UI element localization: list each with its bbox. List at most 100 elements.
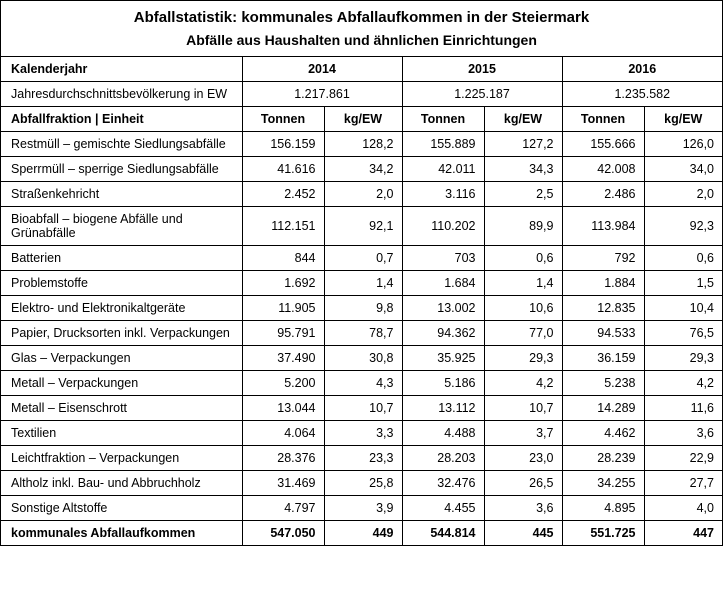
total-row: kommunales Abfallaufkommen 547.050 449 5… [1, 521, 722, 546]
table-row: Papier, Drucksorten inkl. Verpackungen 9… [1, 321, 722, 346]
total-cell: 447 [644, 521, 722, 546]
cell: 3,7 [484, 421, 562, 446]
cell: 3,3 [324, 421, 402, 446]
cell: 41.616 [242, 157, 324, 182]
cell: 5.238 [562, 371, 644, 396]
population-2014: 1.217.861 [242, 82, 402, 107]
cell: 1,4 [324, 271, 402, 296]
cell: 12.835 [562, 296, 644, 321]
cell: 34,0 [644, 157, 722, 182]
col-tonnen-2016: Tonnen [562, 107, 644, 132]
cell: 13.112 [402, 396, 484, 421]
cell: 42.011 [402, 157, 484, 182]
cell: 2.452 [242, 182, 324, 207]
cell: 703 [402, 246, 484, 271]
cell: 36.159 [562, 346, 644, 371]
total-label: kommunales Abfallaufkommen [1, 521, 242, 546]
cell: 2.486 [562, 182, 644, 207]
cell: 78,7 [324, 321, 402, 346]
cell: 34,3 [484, 157, 562, 182]
year-2015: 2015 [402, 57, 562, 82]
cell: 113.984 [562, 207, 644, 246]
cell: 23,0 [484, 446, 562, 471]
cell: 127,2 [484, 132, 562, 157]
cell: 4.455 [402, 496, 484, 521]
cell: 94.362 [402, 321, 484, 346]
col-kgew-2014: kg/EW [324, 107, 402, 132]
cell: 27,7 [644, 471, 722, 496]
cell: 1.684 [402, 271, 484, 296]
cell: 22,9 [644, 446, 722, 471]
cell: 4.797 [242, 496, 324, 521]
cell: 28.239 [562, 446, 644, 471]
table-row: Batterien 844 0,7 703 0,6 792 0,6 [1, 246, 722, 271]
row-label: Altholz inkl. Bau- und Abbruchholz [1, 471, 242, 496]
col-tonnen-2014: Tonnen [242, 107, 324, 132]
cell: 0,6 [644, 246, 722, 271]
cell: 155.889 [402, 132, 484, 157]
cell: 155.666 [562, 132, 644, 157]
cell: 2,5 [484, 182, 562, 207]
cell: 4.488 [402, 421, 484, 446]
row-label: Straßenkehricht [1, 182, 242, 207]
cell: 112.151 [242, 207, 324, 246]
cell: 35.925 [402, 346, 484, 371]
cell: 0,6 [484, 246, 562, 271]
table-row: Bioabfall – biogene Abfälle und Grünabfä… [1, 207, 722, 246]
total-cell: 445 [484, 521, 562, 546]
waste-statistics-table: Kalenderjahr 2014 2015 2016 Jahresdurchs… [1, 57, 722, 545]
cell: 3,6 [484, 496, 562, 521]
cell: 4,3 [324, 371, 402, 396]
cell: 1.884 [562, 271, 644, 296]
table-row: Metall – Eisenschrott 13.044 10,7 13.112… [1, 396, 722, 421]
cell: 10,7 [324, 396, 402, 421]
total-cell: 551.725 [562, 521, 644, 546]
table-row: Textilien 4.064 3,3 4.488 3,7 4.462 3,6 [1, 421, 722, 446]
cell: 1,5 [644, 271, 722, 296]
cell: 9,8 [324, 296, 402, 321]
cell: 2,0 [324, 182, 402, 207]
cell: 3.116 [402, 182, 484, 207]
table-row: Metall – Verpackungen 5.200 4,3 5.186 4,… [1, 371, 722, 396]
cell: 10,6 [484, 296, 562, 321]
row-label: Papier, Drucksorten inkl. Verpackungen [1, 321, 242, 346]
total-cell: 544.814 [402, 521, 484, 546]
page-title: Abfallstatistik: kommunales Abfallaufkom… [1, 1, 722, 30]
cell: 30,8 [324, 346, 402, 371]
cell: 92,3 [644, 207, 722, 246]
cell: 10,4 [644, 296, 722, 321]
row-label: Metall – Eisenschrott [1, 396, 242, 421]
cell: 32.476 [402, 471, 484, 496]
table-row: Glas – Verpackungen 37.490 30,8 35.925 2… [1, 346, 722, 371]
row-label: Metall – Verpackungen [1, 371, 242, 396]
year-2014: 2014 [242, 57, 402, 82]
cell: 11,6 [644, 396, 722, 421]
row-label: Sonstige Altstoffe [1, 496, 242, 521]
year-label: Kalenderjahr [1, 57, 242, 82]
cell: 3,9 [324, 496, 402, 521]
cell: 34,2 [324, 157, 402, 182]
cell: 26,5 [484, 471, 562, 496]
col-kgew-2015: kg/EW [484, 107, 562, 132]
table-row: Problemstoffe 1.692 1,4 1.684 1,4 1.884 … [1, 271, 722, 296]
cell: 28.376 [242, 446, 324, 471]
cell: 92,1 [324, 207, 402, 246]
cell: 844 [242, 246, 324, 271]
population-2016: 1.235.582 [562, 82, 722, 107]
table-row: Straßenkehricht 2.452 2,0 3.116 2,5 2.48… [1, 182, 722, 207]
cell: 31.469 [242, 471, 324, 496]
year-2016: 2016 [562, 57, 722, 82]
cell: 95.791 [242, 321, 324, 346]
cell: 4,2 [484, 371, 562, 396]
row-label: Problemstoffe [1, 271, 242, 296]
cell: 156.159 [242, 132, 324, 157]
cell: 4,2 [644, 371, 722, 396]
page-subtitle: Abfälle aus Haushalten und ähnlichen Ein… [1, 30, 722, 57]
cell: 23,3 [324, 446, 402, 471]
total-cell: 449 [324, 521, 402, 546]
cell: 5.200 [242, 371, 324, 396]
row-label: Sperrmüll – sperrige Siedlungsabfälle [1, 157, 242, 182]
table-row: Leichtfraktion – Verpackungen 28.376 23,… [1, 446, 722, 471]
population-row: Jahresdurchschnittsbevölkerung in EW 1.2… [1, 82, 722, 107]
cell: 1.692 [242, 271, 324, 296]
